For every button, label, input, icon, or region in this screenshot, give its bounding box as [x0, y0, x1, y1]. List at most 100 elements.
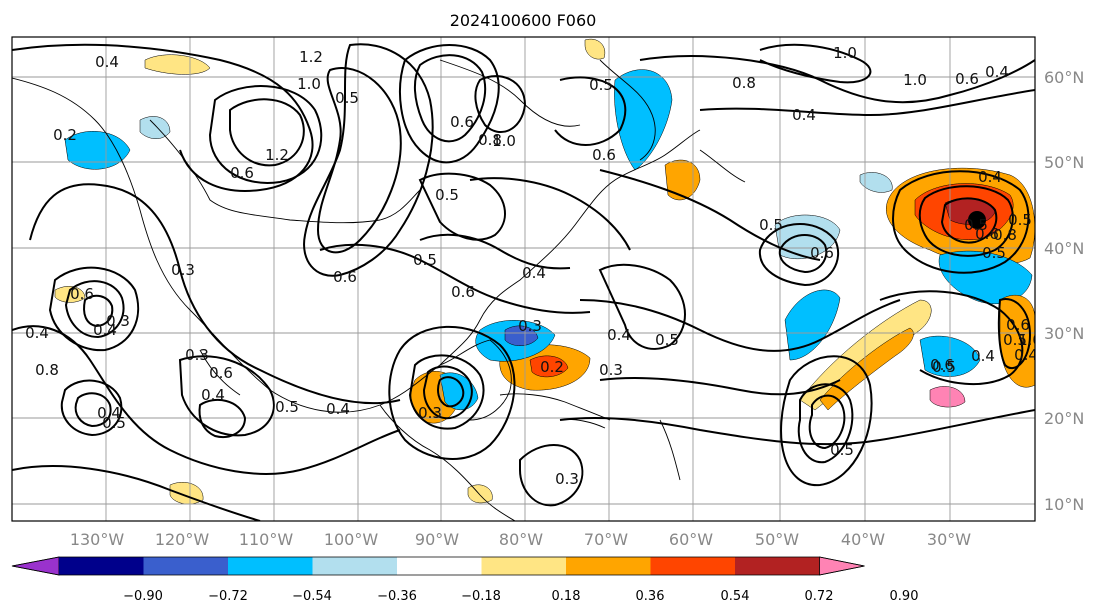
low-pressure-center — [968, 211, 986, 229]
contour-label: 1.0 — [1018, 331, 1042, 349]
contour-label: 0.5 — [1008, 211, 1032, 229]
lat-tick-labels: 60°N 50°N 40°N 30°N 20°N 10°N — [1044, 68, 1084, 514]
lon-tick: 100°W — [324, 530, 379, 549]
contour-label: 0.4 — [978, 168, 1002, 186]
contour-label: 0.5 — [982, 244, 1006, 262]
colorbar-tick: −0.72 — [208, 589, 248, 604]
contour-label: 0.3 — [106, 312, 130, 330]
contour-label: 0.4 — [607, 326, 631, 344]
colorbar-arrow-high — [819, 556, 865, 576]
contour-label: 1.0 — [492, 132, 516, 150]
colorbar-swatch — [228, 557, 313, 575]
lat-tick: 50°N — [1044, 153, 1084, 172]
contour-label: 1.2 — [265, 146, 289, 164]
contour-label: 0.8 — [993, 226, 1017, 244]
contour-label: 0.8 — [478, 131, 502, 149]
anomaly-pink-east — [929, 386, 966, 408]
colorbar — [11, 556, 865, 576]
anomaly-yellow-caribbean — [467, 484, 493, 504]
contour-labels: 0.4 1.21.00.50.60.81.20.61.00.80.61.00.51… — [25, 44, 1042, 488]
colorbar-tick: −0.18 — [461, 589, 501, 604]
lon-tick: 120°W — [155, 530, 210, 549]
contour-label: 1.0 — [903, 71, 927, 89]
lon-tick: 70°W — [584, 530, 628, 549]
colorbar-outline — [11, 556, 865, 576]
lon-tick: 80°W — [499, 530, 543, 549]
contour-label: 0.4 — [95, 53, 119, 71]
colorbar-swatch — [397, 557, 482, 575]
contour-label: 0.3 — [555, 470, 579, 488]
contour-label: 0.4 — [326, 400, 350, 418]
colorbar-swatch — [312, 557, 398, 575]
colorbar-tick: 0.72 — [805, 589, 834, 604]
anomaly-yellow-pacific — [54, 286, 86, 303]
lon-tick: 130°W — [70, 530, 125, 549]
contour-label: 0.5 — [102, 414, 126, 432]
contour-label: 0.5 — [932, 358, 956, 376]
contour-label: 0.4 — [25, 324, 49, 342]
colorbar-tick: −0.54 — [292, 589, 332, 604]
contour-label: 0.5 — [1003, 331, 1027, 349]
colorbar-swatch — [566, 557, 651, 575]
anomaly-blue-labrador-small — [584, 38, 606, 60]
colorbar-swatch — [481, 557, 567, 575]
anomaly-blue-alaska — [64, 131, 131, 170]
contour-label: 0.4 — [792, 106, 816, 124]
anomaly-blue-30n-east — [859, 172, 893, 193]
contour-label: 0.4 — [97, 404, 121, 422]
shaded-anomalies — [54, 38, 1035, 505]
lon-tick: 30°W — [927, 530, 971, 549]
contour-label: 0.3 — [171, 261, 195, 279]
contour-label: 0.3 — [418, 404, 442, 422]
lat-tick: 20°N — [1044, 409, 1084, 428]
contour-label: 0.6 — [451, 283, 475, 301]
contour-label: 0.5 — [964, 216, 988, 234]
contour-label: 0.5 — [413, 251, 437, 269]
lon-tick: 40°W — [841, 530, 885, 549]
anomaly-deep-gulf — [504, 325, 539, 346]
lon-tick: 90°W — [415, 530, 459, 549]
colorbar-swatch — [735, 557, 820, 575]
contour-label: 1.0 — [297, 75, 321, 93]
contour-label: 0.5 — [435, 186, 459, 204]
colorbar-tick-labels: −0.90 −0.72 −0.54 −0.36 −0.18 0.18 0.36 … — [123, 589, 918, 604]
isolines — [12, 43, 1035, 521]
lat-tick: 10°N — [1044, 495, 1084, 514]
contour-label: 0.5 — [589, 76, 613, 94]
contour-label: 0.6 — [955, 70, 979, 88]
lat-tick: 30°N — [1044, 324, 1084, 343]
contour-label: 1.2 — [299, 48, 323, 66]
contour-label: 0.2 — [540, 358, 564, 376]
contour-label: 0.4 — [1014, 346, 1038, 364]
contour-label: 0.4 — [93, 321, 117, 339]
colorbar-tick: 0.18 — [552, 589, 581, 604]
colorbar-swatch — [59, 557, 144, 575]
anomaly-blue-newfoundland — [614, 69, 673, 171]
map-title: 2024100600 F060 — [450, 11, 597, 30]
contour-label: 0.6 — [930, 356, 954, 374]
contour-label: 0.4 — [522, 264, 546, 282]
colorbar-tick: −0.90 — [123, 589, 163, 604]
colorbar-arrow-low — [11, 556, 60, 576]
contour-label: 0.6 — [209, 364, 233, 382]
contour-label: 0.3 — [518, 317, 542, 335]
contour-label: 0.6 — [1006, 316, 1030, 334]
contour-label: 0.6 — [230, 164, 254, 182]
contour-label: 0.6 — [333, 268, 357, 286]
lon-tick-labels: 130°W 120°W 110°W 100°W 90°W 80°W 70°W 6… — [70, 530, 971, 549]
contour-label: 0.6 — [450, 113, 474, 131]
anomaly-yellow-arctic — [144, 54, 211, 75]
lat-tick: 40°N — [1044, 239, 1084, 258]
anomaly-strong-bahamas — [529, 355, 569, 378]
contour-label: 0.4 — [985, 63, 1009, 81]
contour-label: 0.8 — [732, 74, 756, 92]
colorbar-tick: 0.36 — [636, 589, 665, 604]
contour-label: 0.5 — [335, 89, 359, 107]
colorbar-tick: 0.54 — [721, 589, 750, 604]
lon-tick: 60°W — [669, 530, 713, 549]
contour-label: 0.3 — [599, 361, 623, 379]
contour-label: 0.3 — [185, 346, 209, 364]
colorbar-tick: 0.90 — [890, 589, 919, 604]
contour-label: 0.6 — [592, 146, 616, 164]
